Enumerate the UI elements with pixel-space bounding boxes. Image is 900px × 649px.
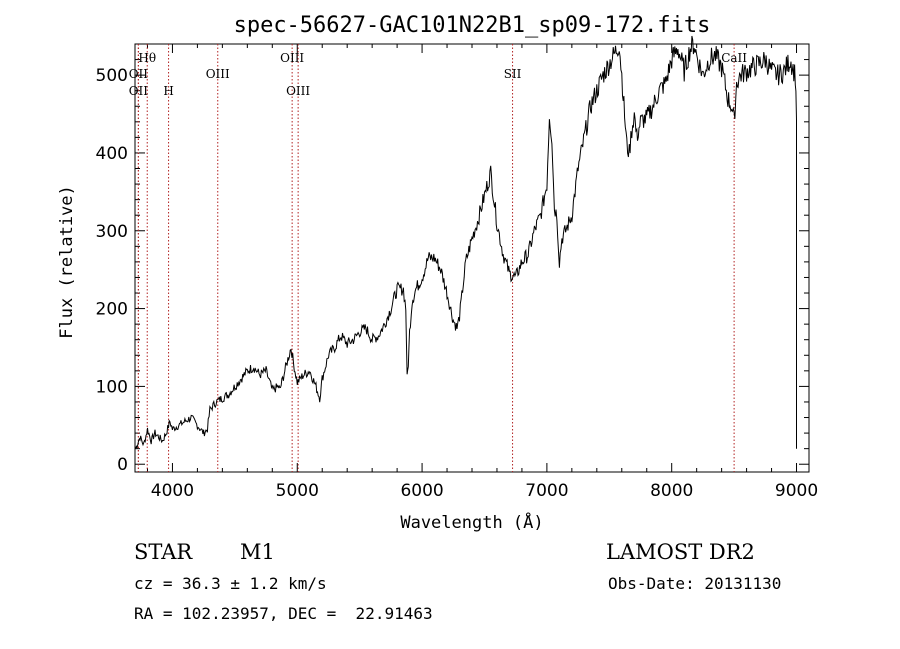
x-tick-label: 8000: [650, 481, 693, 501]
x-tick-label: 7000: [525, 481, 568, 501]
y-axis-label: Flux (relative): [57, 185, 77, 339]
survey-name: LAMOST DR2: [606, 540, 755, 564]
plot-area: 4000 5000 6000 7000 8000 9000 0 100 200 300 400 500…: [96, 35, 818, 501]
object-subclass: M1: [240, 540, 275, 564]
y-tick-label: 200: [96, 300, 128, 320]
chart-title: spec-56627-GAC101N22B1_sp09-172.fits: [234, 13, 711, 38]
line-marker-label: CaII: [721, 51, 747, 65]
line-marker-label: H: [163, 84, 173, 98]
plot-frame: [134, 43, 810, 473]
line-marker-label: OII: [129, 84, 149, 98]
line-marker-label: Hθ: [138, 51, 156, 65]
spectrum-line: [135, 35, 797, 449]
line-marker-label: SII: [504, 67, 522, 81]
y-tick-label: 0: [117, 455, 128, 475]
object-class: STAR: [134, 540, 193, 564]
line-marker-label: OIII: [280, 51, 304, 65]
redshift-velocity: cz = 36.3 ± 1.2 km/s: [134, 574, 327, 593]
line-marker-label: OIII: [286, 84, 310, 98]
line-marker-label: OII: [129, 67, 149, 81]
y-tick-label: 100: [96, 377, 128, 397]
x-tick-label: 5000: [276, 481, 319, 501]
y-tick-label: 400: [96, 144, 128, 164]
x-tick-label: 6000: [400, 481, 443, 501]
x-tick-label: 4000: [151, 481, 194, 501]
observation-date: Obs-Date: 20131130: [608, 574, 782, 593]
y-tick-label: 500: [96, 66, 128, 86]
x-axis-label: Wavelength (Å): [400, 511, 543, 533]
y-tick-label: 300: [96, 222, 128, 242]
x-tick-label: 9000: [775, 481, 818, 501]
coordinates: RA = 102.23957, DEC = 22.91463: [134, 604, 433, 623]
line-marker-label: OIII: [206, 67, 230, 81]
